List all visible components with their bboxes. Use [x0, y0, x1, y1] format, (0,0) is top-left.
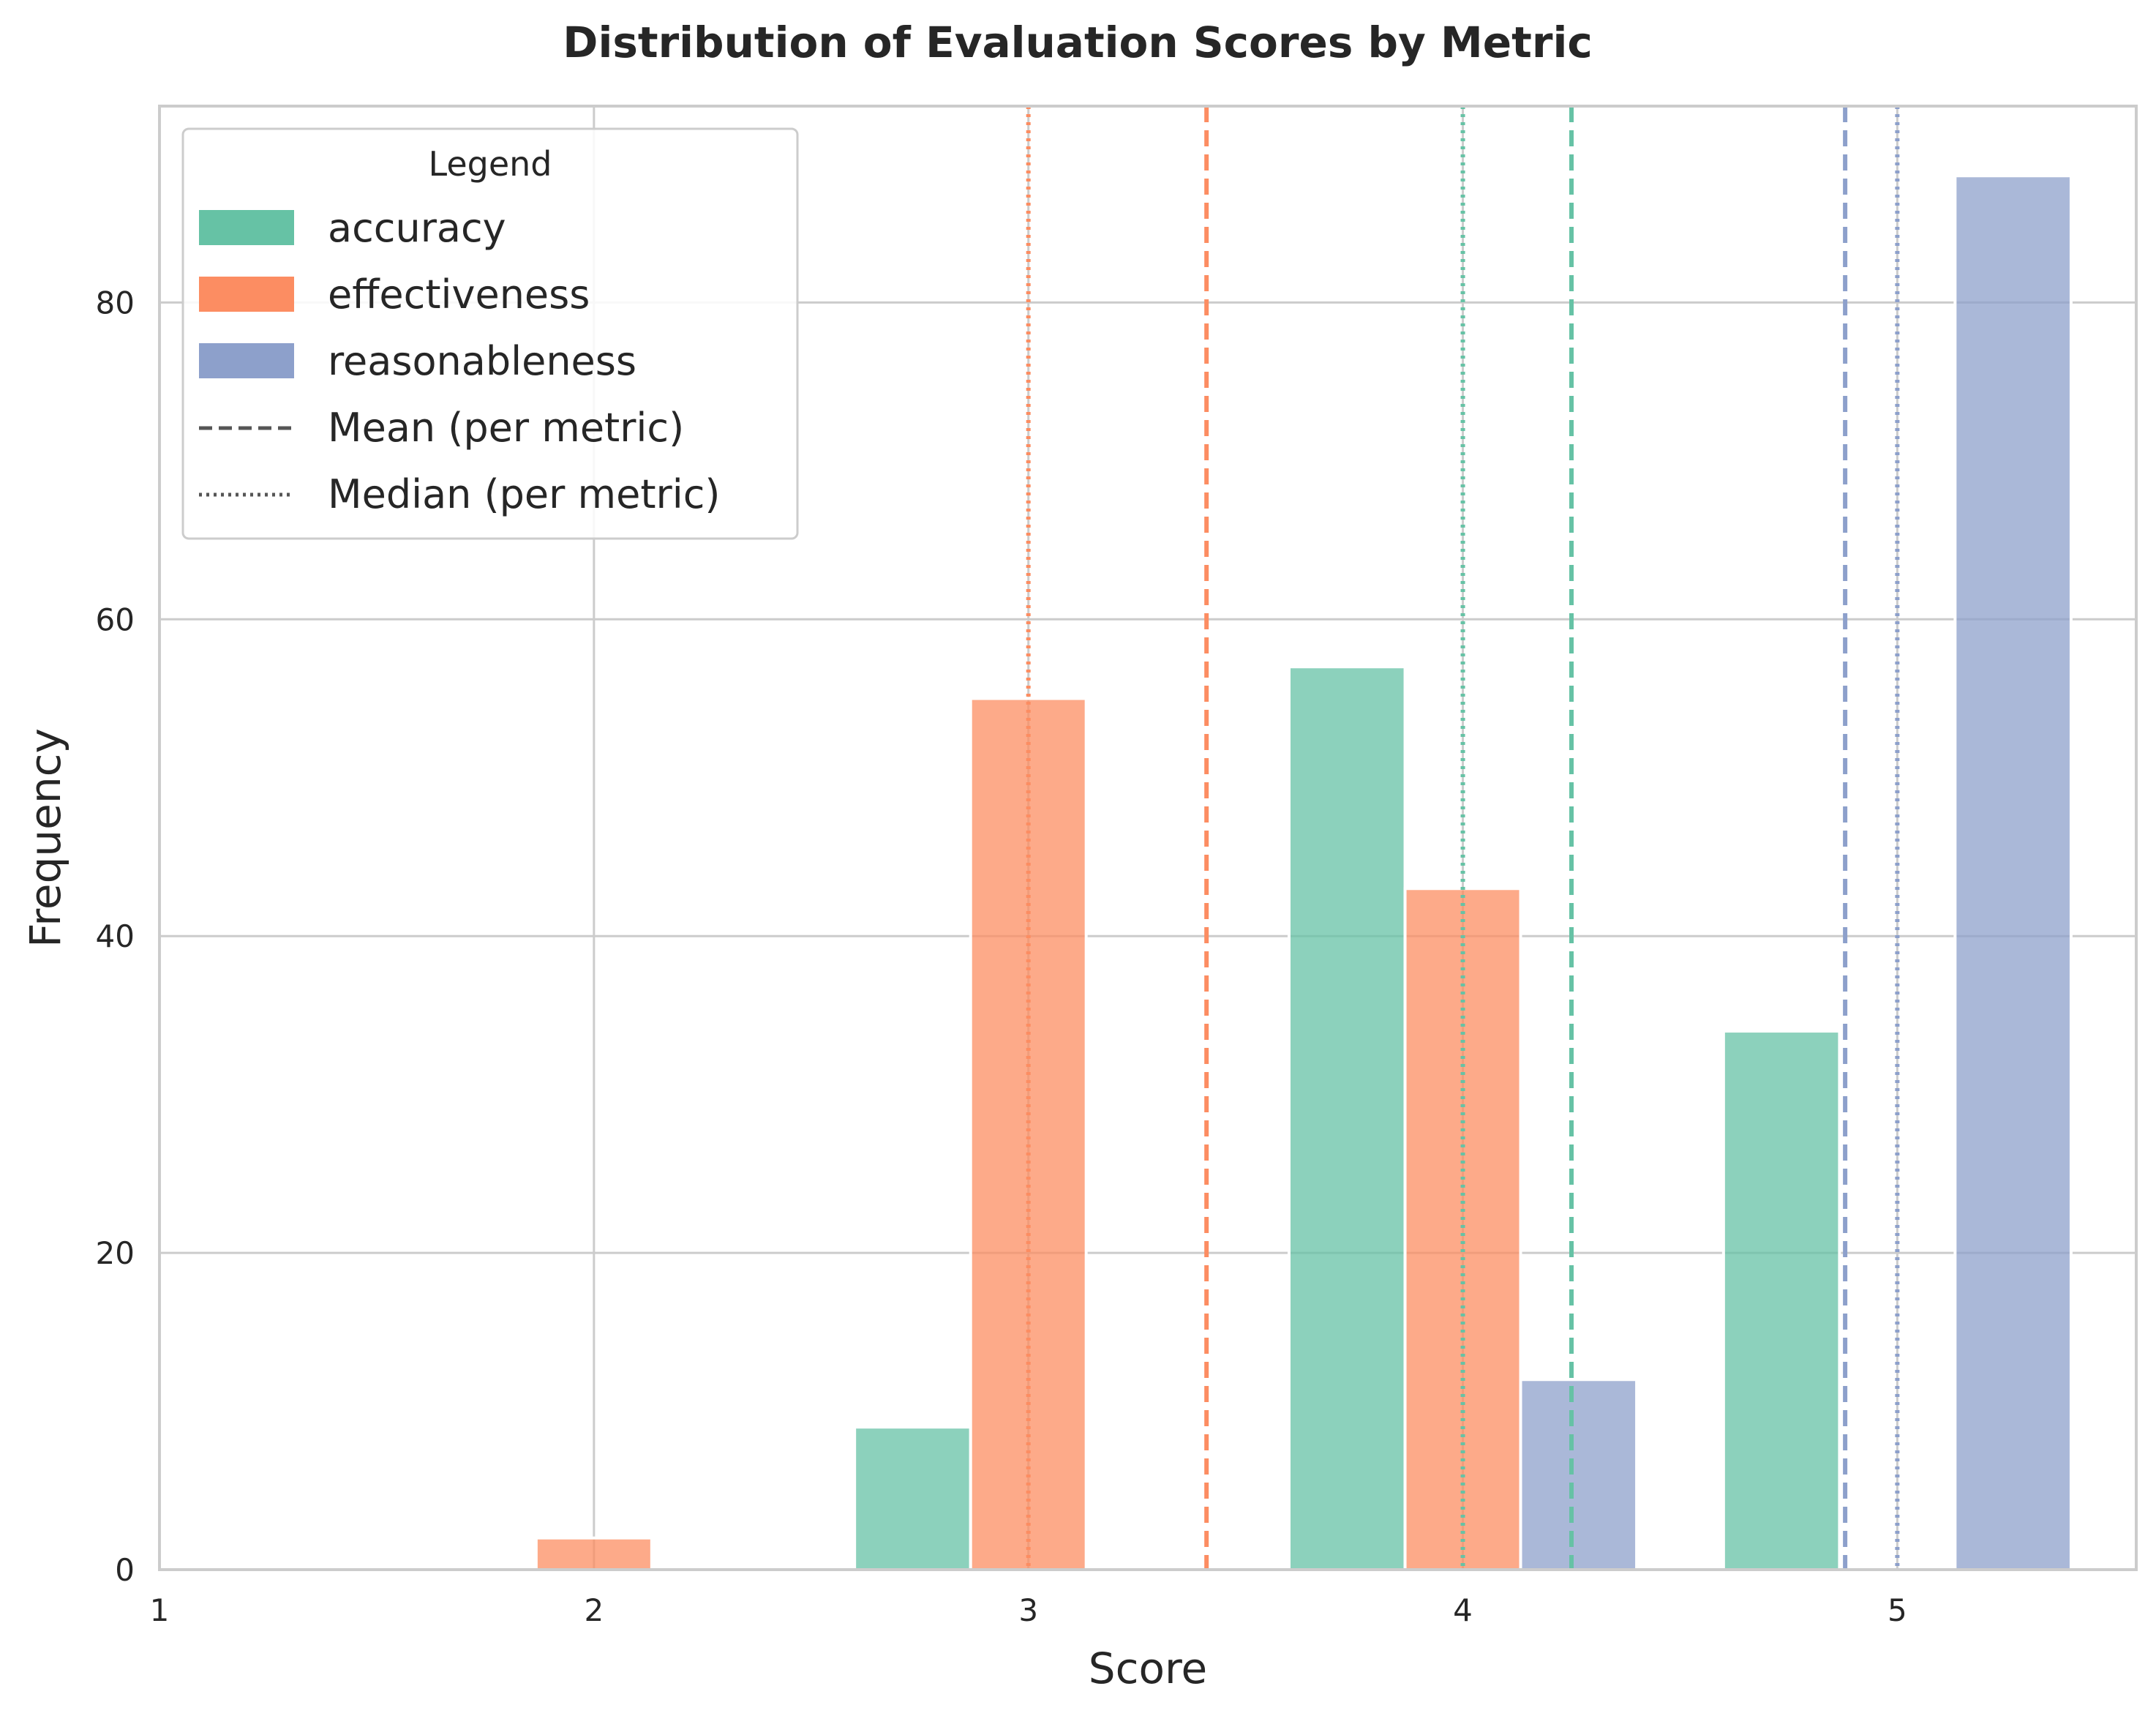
x-tick-label: 1 — [150, 1592, 170, 1628]
legend-label-accuracy: accuracy — [328, 205, 506, 251]
bar-effectiveness — [534, 1536, 653, 1572]
x-tick-label: 5 — [1888, 1592, 1907, 1628]
y-tick-label: 40 — [96, 918, 135, 954]
bar-reasonableness — [1519, 1378, 1639, 1572]
bar-accuracy — [1721, 1030, 1841, 1571]
legend-title: Legend — [429, 144, 552, 184]
axis-ticks: 0 20 40 60 80 1 2 3 4 5 — [96, 285, 1907, 1628]
legend-swatch-accuracy — [199, 210, 294, 245]
bar-reasonableness — [1953, 174, 2073, 1572]
y-tick-label: 60 — [96, 602, 135, 637]
bar-accuracy — [1288, 665, 1407, 1571]
legend-box — [181, 127, 799, 540]
bar-effectiveness — [969, 697, 1088, 1571]
plot-frame — [158, 105, 2138, 1571]
legend-label-median: Median (per metric) — [328, 471, 720, 517]
legend-label-effectiveness: effectiveness — [328, 271, 590, 318]
x-axis-label: Score — [1089, 1644, 1207, 1693]
x-tick-label: 3 — [1018, 1592, 1038, 1628]
legend-label-reasonableness: reasonableness — [328, 338, 636, 384]
y-tick-label: 20 — [96, 1235, 135, 1271]
legend: Legend accuracy effectiveness reasonable… — [181, 127, 799, 540]
bar-accuracy — [853, 1425, 972, 1572]
y-tick-label: 0 — [115, 1552, 135, 1588]
y-axis-label: Frequency — [20, 728, 70, 948]
x-tick-label: 2 — [584, 1592, 604, 1628]
legend-label-mean: Mean (per metric) — [328, 405, 684, 451]
reference-lines — [1026, 106, 1900, 1570]
chart-title: Distribution of Evaluation Scores by Met… — [563, 18, 1592, 67]
legend-swatch-reasonableness — [199, 343, 294, 378]
x-tick-label: 4 — [1453, 1592, 1473, 1628]
y-tick-label: 80 — [96, 285, 135, 321]
legend-swatch-effectiveness — [199, 277, 294, 312]
bars — [534, 174, 2073, 1572]
